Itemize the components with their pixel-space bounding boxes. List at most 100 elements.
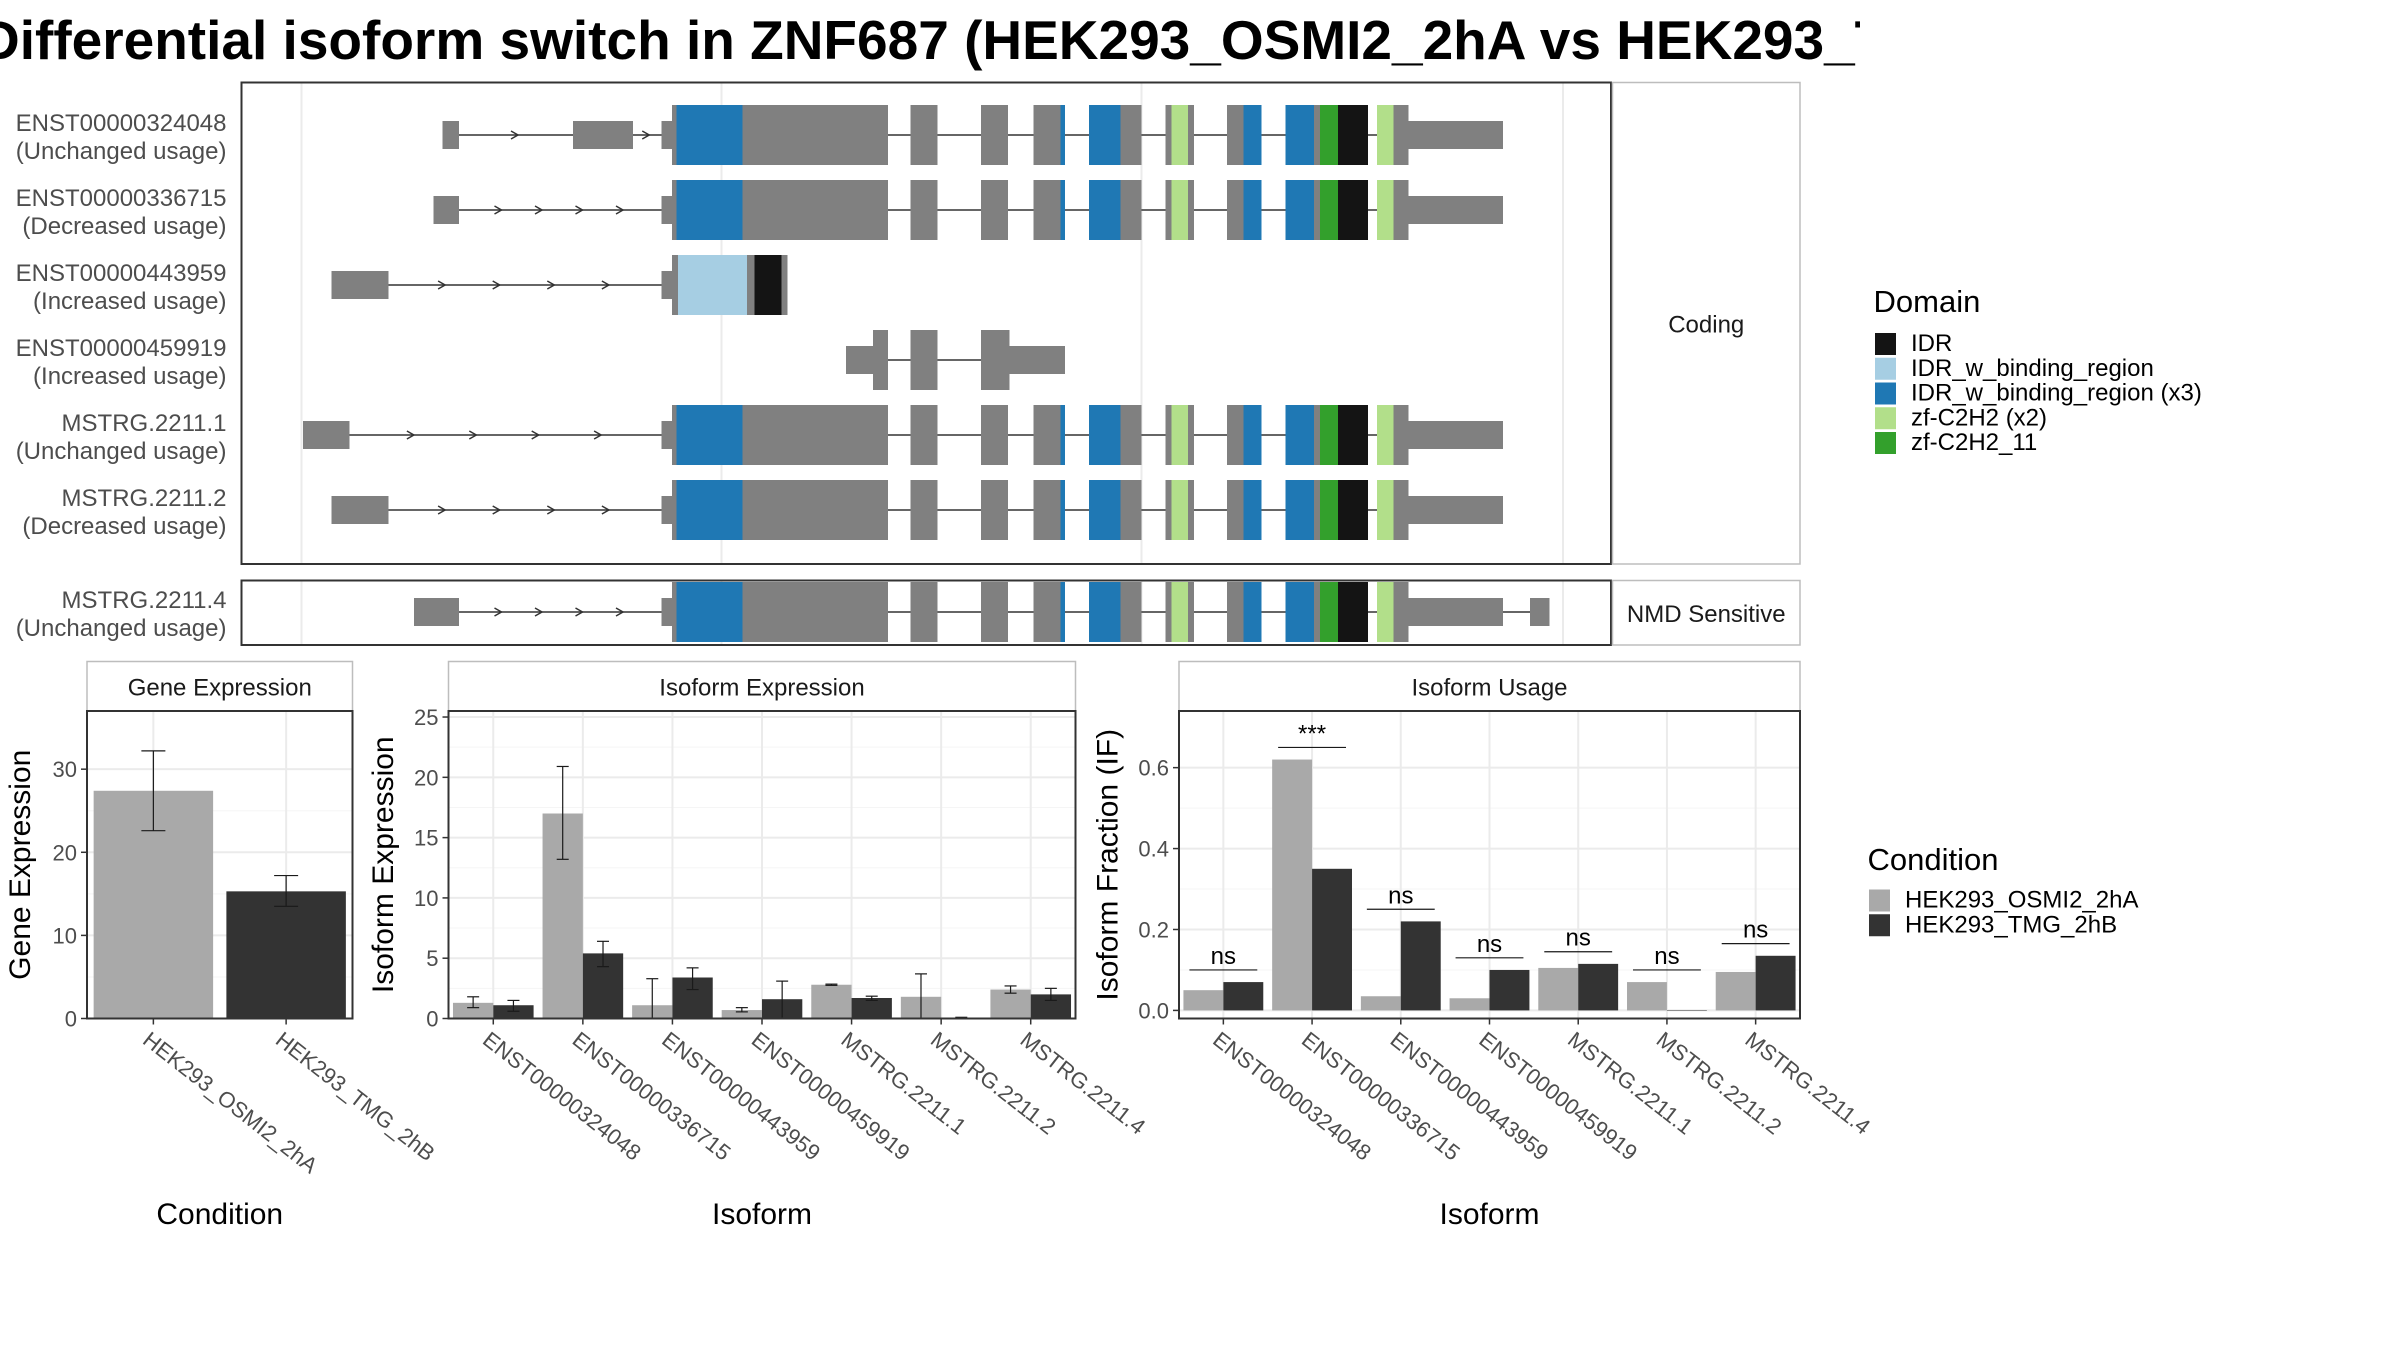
isoform-id-label: ENST00000324048 (16, 110, 227, 137)
bar (811, 984, 852, 1019)
coding-exon (1165, 180, 1172, 240)
bar (1578, 963, 1619, 1011)
coding-exon (1165, 582, 1172, 642)
coding-exon (1120, 405, 1142, 465)
bar (721, 1010, 762, 1019)
y-axis-title: Isoform Fraction (IF) (1092, 729, 1125, 1001)
coding-exon (1285, 582, 1314, 642)
coding-exon (742, 582, 888, 642)
coding-exon (1314, 180, 1320, 240)
coding-exon (1033, 105, 1061, 165)
isoform-usage-label: (Increased usage) (33, 288, 226, 315)
coding-exon (672, 480, 677, 540)
x-tick-label: ENST00000324048 (1208, 1027, 1376, 1166)
coding-exon (1089, 582, 1121, 642)
bar (1360, 996, 1401, 1011)
coding-exon (873, 330, 888, 390)
direction-arrow (601, 505, 611, 515)
coding-exon (1171, 105, 1188, 165)
x-axis-title: Isoform (712, 1198, 812, 1231)
x-tick-label: ENST00000443959 (657, 1027, 825, 1166)
coding-exon (1060, 105, 1065, 165)
coding-exon (1243, 405, 1262, 465)
bar (1272, 759, 1313, 1011)
direction-arrow (615, 205, 625, 215)
figure-title: Differential isoform switch in ZNF687 (H… (0, 9, 1860, 71)
panel-strip (447, 660, 1077, 712)
coding-exon (672, 405, 677, 465)
isoform-id-label: MSTRG.2211.1 (62, 410, 227, 437)
x-tick-label: ENST00000324048 (478, 1027, 646, 1166)
strip-box (1611, 579, 1801, 646)
utr-exon (331, 271, 389, 299)
coding-exon (781, 255, 788, 315)
utr-exon (1408, 421, 1503, 449)
coding-exon (676, 180, 743, 240)
coding-exon (1377, 405, 1394, 465)
isoform-usage-label: (Unchanged usage) (16, 615, 227, 642)
utr-exon (661, 196, 672, 224)
significance-label: ns (1477, 931, 1502, 958)
direction-arrow (546, 280, 556, 290)
coding-exon (1188, 405, 1194, 465)
y-tick-label: 25 (414, 705, 438, 730)
legend-label: HEK293_OSMI2_2hA (1905, 887, 2138, 914)
coding-exon (981, 105, 1008, 165)
legend-label: zf-C2H2_11 (1911, 429, 2037, 456)
utr-exon (1408, 496, 1503, 524)
coding-exon (1285, 180, 1314, 240)
coding-exon (1393, 582, 1409, 642)
coding-exon (1320, 480, 1338, 540)
direction-arrow (492, 280, 502, 290)
y-tick-label: 0.2 (1138, 917, 1169, 942)
coding-exon (672, 105, 677, 165)
coding-exon (676, 480, 743, 540)
domain-legend: Domain IDRIDR_w_binding_regionIDR_w_bindi… (1874, 284, 2202, 456)
panel-strip (86, 660, 354, 712)
coding-exon (1314, 405, 1320, 465)
coding-exon (910, 582, 938, 642)
direction-arrow (601, 280, 611, 290)
utr-exon (303, 421, 350, 449)
coding-exon (1060, 480, 1065, 540)
direction-arrow (575, 607, 585, 617)
y-tick-label: 30 (53, 757, 77, 782)
direction-arrow (593, 430, 603, 440)
coding-exon (1377, 480, 1394, 540)
direction-arrow (437, 505, 447, 515)
utr-exon (433, 196, 459, 224)
coding-exon (1338, 480, 1368, 540)
coding-exon (1089, 405, 1121, 465)
coding-exon (1188, 582, 1194, 642)
coding-exon (1320, 105, 1338, 165)
coding-exon (672, 180, 677, 240)
coding-exon (910, 405, 938, 465)
utr-exon (573, 121, 633, 149)
direction-arrow (615, 607, 625, 617)
coding-exon (742, 105, 888, 165)
isoform-id-label: MSTRG.2211.2 (62, 485, 227, 512)
coding-exon (1089, 480, 1121, 540)
coding-exon (1227, 105, 1244, 165)
bar (990, 989, 1031, 1019)
coding-exon (1243, 180, 1262, 240)
bar (493, 1005, 534, 1019)
coding-exon (742, 405, 888, 465)
coding-exon (1165, 480, 1172, 540)
coding-exon (1285, 405, 1314, 465)
coding-exon (1314, 105, 1320, 165)
bar (1223, 982, 1264, 1011)
coding-exon (1120, 105, 1142, 165)
isoform-id-label: ENST00000336715 (16, 185, 227, 212)
legend-label: IDR_w_binding_region (1911, 355, 2154, 382)
bar (1666, 1010, 1707, 1011)
coding-exon (1243, 480, 1262, 540)
coding-exon (1188, 180, 1194, 240)
legend-label: IDR_w_binding_region (x3) (1911, 380, 2202, 407)
bar (1715, 971, 1756, 1011)
coding-exon (1165, 405, 1172, 465)
coding-exon (1060, 582, 1065, 642)
